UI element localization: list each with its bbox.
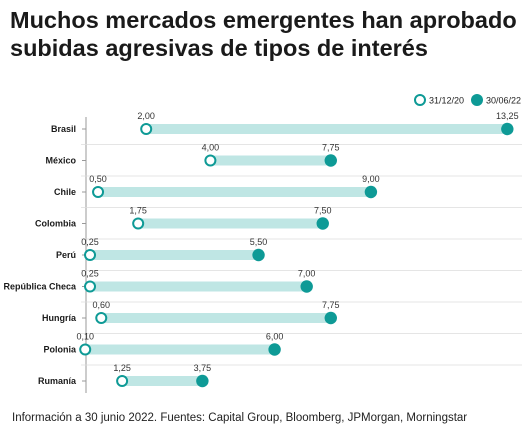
category-label: México — [45, 156, 76, 166]
start-value-label: 2,00 — [137, 111, 155, 121]
start-marker — [92, 186, 105, 198]
start-marker — [140, 123, 153, 135]
legend-label: 31/12/20 — [429, 96, 464, 106]
end-marker — [501, 122, 514, 136]
legend-marker-filled — [471, 94, 483, 106]
start-marker — [84, 249, 97, 261]
start-marker — [116, 375, 129, 387]
start-value-label: 0,25 — [81, 269, 99, 279]
legend: 31/12/20 30/06/22 — [414, 94, 521, 106]
end-marker — [316, 217, 329, 230]
end-value-label: 7,00 — [298, 269, 316, 279]
start-value-label: 0,10 — [76, 332, 94, 342]
range-band — [85, 344, 275, 355]
category-row: Rumanía 1,25 3,75 — [38, 363, 212, 388]
chart-title: Muchos mercados emergentes han aprobado … — [10, 7, 517, 61]
footnote: Información a 30 junio 2022. Fuentes: Ca… — [12, 412, 468, 424]
end-value-label: 7,75 — [322, 300, 340, 310]
end-marker — [268, 343, 281, 356]
end-value-label: 7,50 — [314, 206, 332, 216]
end-value-label: 3,75 — [194, 363, 212, 373]
end-marker — [364, 185, 378, 199]
category-label: Polonia — [43, 345, 76, 355]
start-value-label: 1,75 — [129, 206, 147, 216]
category-row: Colombia 1,75 7,50 — [35, 206, 522, 240]
end-marker — [300, 280, 313, 293]
dumbbell-chart: 31/12/20 30/06/22 Brasil 2,00 13,25 México 4,… — [3, 94, 522, 393]
category-label: Colombia — [35, 219, 77, 229]
category-row: Perú 0,25 5,50 — [56, 237, 522, 271]
end-marker — [324, 154, 337, 167]
end-marker — [324, 311, 337, 325]
start-value-label: 0,60 — [92, 300, 110, 310]
category-label: Rumanía — [38, 376, 77, 386]
range-band — [98, 187, 371, 197]
category-row: Brasil 2,00 13,25 — [51, 111, 522, 145]
range-band — [90, 250, 259, 260]
range-band — [101, 313, 331, 323]
category-row: República Checa 0,25 7,00 — [3, 269, 522, 303]
range-band — [138, 218, 323, 229]
start-marker — [84, 280, 97, 293]
category-label: Brasil — [51, 124, 76, 134]
range-band — [210, 155, 331, 166]
plot-area: Brasil 2,00 13,25 México 4,00 7,75 Chile 0,50 9,… — [3, 111, 522, 393]
category-label: Hungría — [42, 313, 77, 323]
end-value-label: 6,00 — [266, 332, 284, 342]
range-band — [146, 124, 508, 134]
end-value-label: 5,50 — [250, 237, 268, 247]
range-band — [122, 376, 203, 386]
start-value-label: 4,00 — [202, 143, 220, 153]
start-value-label: 0,50 — [89, 174, 107, 184]
category-label: Chile — [54, 187, 76, 197]
start-value-label: 0,25 — [81, 237, 99, 247]
start-marker — [79, 343, 92, 356]
end-marker — [196, 374, 209, 388]
start-marker — [95, 312, 108, 324]
category-row: Chile 0,50 9,00 — [54, 174, 522, 208]
end-value-label: 7,75 — [322, 143, 340, 153]
start-marker — [204, 154, 217, 167]
start-marker — [132, 217, 145, 230]
end-value-label: 9,00 — [362, 174, 380, 184]
end-value-label: 13,25 — [496, 111, 519, 121]
category-row: México 4,00 7,75 — [45, 143, 522, 177]
legend-label: 30/06/22 — [486, 96, 521, 106]
legend-marker-hollow — [414, 94, 426, 106]
category-label: República Checa — [3, 282, 77, 292]
range-band — [90, 281, 307, 292]
category-label: Perú — [56, 250, 76, 260]
end-marker — [252, 248, 265, 262]
category-row: Hungría 0,60 7,75 — [42, 300, 522, 334]
start-value-label: 1,25 — [113, 363, 131, 373]
